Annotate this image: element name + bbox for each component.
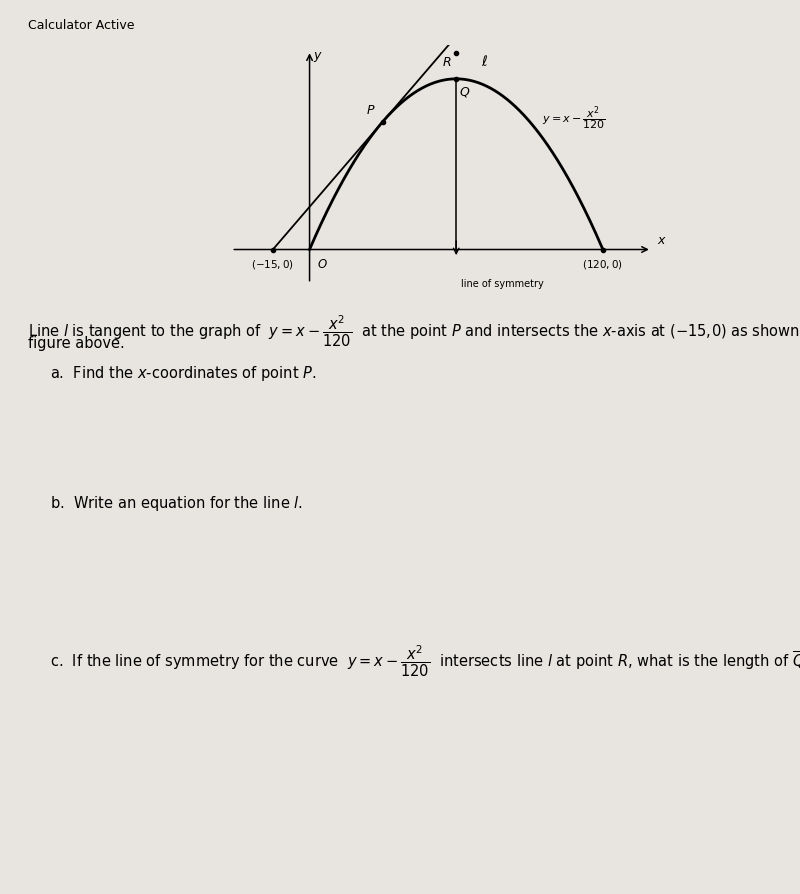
Text: Calculator Active: Calculator Active: [28, 19, 134, 32]
Text: $y = x - \dfrac{x^2}{120}$: $y = x - \dfrac{x^2}{120}$: [542, 105, 606, 132]
Text: $O$: $O$: [317, 258, 328, 271]
Text: $R$: $R$: [442, 56, 451, 69]
Text: line of symmetry: line of symmetry: [461, 279, 544, 290]
Text: c.  If the line of symmetry for the curve  $y = x - \dfrac{x^2}{120}$  intersect: c. If the line of symmetry for the curve…: [50, 644, 800, 679]
Text: $y$: $y$: [314, 50, 323, 64]
Text: Line $l$ is tangent to the graph of  $y = x - \dfrac{x^2}{120}$  at the point $P: Line $l$ is tangent to the graph of $y =…: [28, 314, 800, 350]
Text: $\ell$: $\ell$: [481, 55, 488, 69]
Text: $Q$: $Q$: [458, 85, 470, 98]
Text: b.  Write an equation for the line $l$.: b. Write an equation for the line $l$.: [50, 494, 303, 513]
Text: $P$: $P$: [366, 104, 375, 117]
Text: $(-15,0)$: $(-15,0)$: [251, 258, 294, 271]
Text: a.  Find the $x$-coordinates of point $P$.: a. Find the $x$-coordinates of point $P$…: [50, 364, 316, 383]
Text: $x$: $x$: [657, 233, 666, 247]
Text: $(120,0)$: $(120,0)$: [582, 258, 623, 271]
Text: figure above.: figure above.: [28, 336, 125, 351]
